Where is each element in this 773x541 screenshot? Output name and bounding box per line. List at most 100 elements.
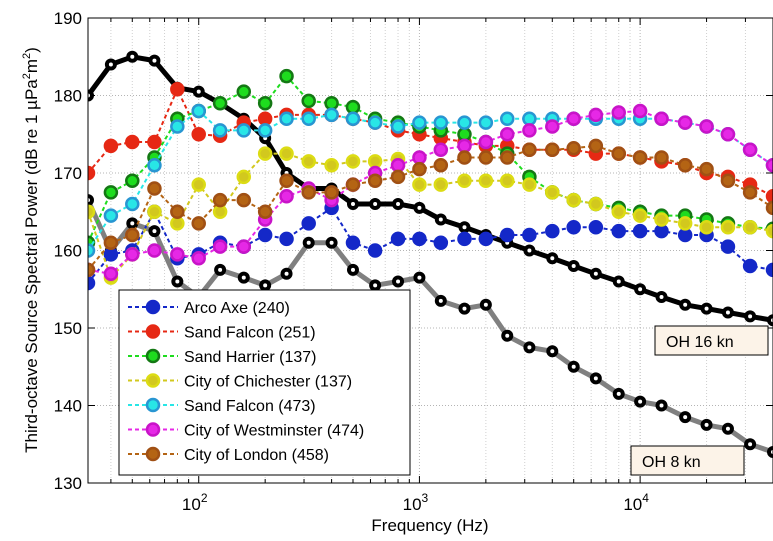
data-point [170, 204, 185, 219]
data-point [125, 227, 140, 243]
data-point-highlight [241, 275, 246, 280]
data-point [257, 111, 273, 126]
data-point-highlight [130, 54, 135, 59]
data-point-highlight [417, 275, 422, 280]
data-point-highlight [616, 391, 621, 396]
data-point-highlight [417, 205, 422, 210]
data-point [478, 173, 494, 188]
data-point-highlight [704, 306, 709, 311]
data-point [212, 96, 228, 111]
data-point [125, 247, 140, 262]
data-point [324, 158, 339, 173]
data-point [279, 231, 294, 247]
data-point-highlight [748, 442, 753, 447]
data-point [433, 177, 449, 192]
data-point [147, 158, 162, 173]
data-point [412, 231, 427, 247]
legend-marker [145, 348, 161, 364]
y-tick-label: 190 [54, 9, 82, 28]
data-point [345, 235, 361, 250]
data-point [765, 200, 773, 216]
legend-marker [145, 397, 161, 413]
annotation-oh16: OH 16 kn [654, 325, 769, 356]
data-point-highlight [683, 302, 688, 307]
data-point [236, 169, 252, 185]
data-point [191, 216, 206, 231]
data-point [499, 150, 515, 165]
data-point [125, 196, 140, 212]
data-point [522, 142, 537, 157]
legend-label: City of Westminster (474) [184, 423, 364, 440]
legend-entry: City of Westminster (474) [128, 422, 364, 440]
data-point [499, 173, 515, 188]
x-axis-label: Frequency (Hz) [371, 516, 488, 535]
data-point-highlight [438, 298, 443, 303]
data-point [720, 127, 736, 142]
legend-marker [145, 324, 161, 339]
data-point-highlight [483, 302, 488, 307]
data-point [191, 103, 206, 119]
data-point [566, 111, 581, 126]
data-point [412, 177, 427, 192]
data-point [588, 138, 604, 154]
data-point [257, 227, 273, 243]
data-point [257, 146, 273, 161]
data-point-highlight [550, 256, 555, 261]
data-point [170, 119, 185, 134]
data-point [654, 212, 669, 227]
data-point-highlight [527, 248, 532, 253]
data-point [390, 119, 406, 134]
data-point-highlight [373, 283, 378, 288]
y-tick-label: 140 [54, 397, 82, 416]
data-point [765, 189, 773, 204]
data-point [147, 181, 162, 196]
legend-marker [145, 446, 161, 462]
data-point [720, 239, 736, 254]
data-point [125, 173, 140, 188]
data-point [212, 192, 228, 208]
data-point-highlight [175, 279, 180, 284]
data-point [103, 185, 119, 200]
y-tick-label: 180 [54, 87, 82, 106]
data-point [699, 220, 714, 235]
data-point [654, 150, 669, 165]
legend: Arco Axe (240) Sand Falcon (251) Sand Harr… [118, 289, 411, 476]
data-point [103, 138, 119, 154]
data-point [103, 235, 119, 250]
data-point [236, 84, 252, 99]
data-point-highlight [725, 426, 730, 431]
data-point [433, 235, 449, 250]
data-point [522, 111, 537, 126]
legend-label: Sand Falcon (473) [184, 398, 316, 415]
data-point [88, 204, 96, 219]
data-point [742, 220, 758, 235]
data-point-highlight [593, 271, 598, 276]
legend-label: City of London (458) [184, 447, 329, 464]
data-point-highlight [527, 345, 532, 350]
data-point-highlight [329, 240, 334, 245]
data-point [499, 227, 515, 243]
data-point [324, 96, 339, 111]
legend-entry: Sand Falcon (251) [128, 324, 316, 342]
data-point [412, 150, 427, 165]
legend-label: Sand Falcon (251) [184, 325, 316, 342]
data-point [103, 266, 119, 281]
legend-entry: City of London (458) [128, 446, 329, 464]
data-point-highlight [462, 225, 467, 230]
legend-entry: City of Chichester (137) [128, 373, 352, 391]
data-point [478, 231, 494, 247]
data-point [88, 194, 94, 207]
data-point [236, 192, 252, 208]
data-point [632, 208, 648, 223]
data-point [191, 251, 206, 266]
data-point [88, 262, 96, 278]
data-point [212, 204, 228, 219]
data-point [632, 150, 648, 165]
data-point [279, 189, 294, 204]
legend-label: Sand Harrier (137) [184, 349, 317, 366]
data-point [412, 161, 427, 177]
data-point [390, 158, 406, 173]
data-point [390, 231, 406, 247]
data-point-highlight [659, 403, 664, 408]
